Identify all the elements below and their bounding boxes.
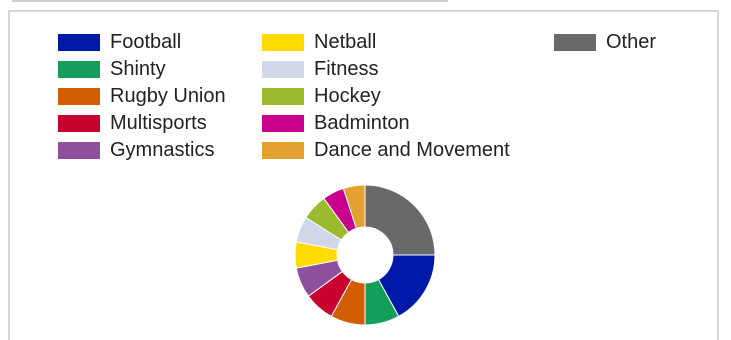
legend-swatch-fitness — [262, 60, 304, 78]
legend-item-gymnastics: Gymnastics — [58, 140, 214, 160]
legend-label-hockey: Hockey — [314, 85, 381, 107]
legend-label-football: Football — [110, 31, 182, 53]
legend-swatch-shinty — [58, 60, 100, 78]
legend-item-rugby-union: Rugby Union — [58, 86, 226, 106]
legend-swatch-multisports — [58, 114, 100, 132]
legend-item-other: Other — [554, 32, 656, 52]
legend-label-other: Other — [606, 31, 657, 53]
legend-item-badminton: Badminton — [262, 113, 410, 133]
legend-swatch-other — [554, 33, 596, 51]
legend-swatch-dance-and-movement — [262, 141, 304, 159]
legend-label-badminton: Badminton — [314, 112, 410, 134]
donut-chart — [294, 184, 436, 326]
legend-swatch-rugby-union — [58, 87, 100, 105]
legend-label-netball: Netball — [314, 31, 377, 53]
chart-panel: Football Shinty Rugby Union Multisports Gymn… — [8, 10, 719, 340]
legend-swatch-gymnastics — [58, 141, 100, 159]
legend-swatch-netball — [262, 33, 304, 51]
legend-label-shinty: Shinty — [110, 58, 166, 80]
legend-item-shinty: Shinty — [58, 59, 166, 79]
top-divider — [12, 0, 448, 2]
donut-slice-dance-and-movement — [342, 184, 366, 229]
legend-item-hockey: Hockey — [262, 86, 381, 106]
donut-slice-other — [364, 184, 436, 256]
legend-item-football: Football — [58, 32, 181, 52]
legend-label-dance-and-movement: Dance and Movement — [314, 139, 510, 161]
legend-swatch-football — [58, 33, 100, 51]
legend-label-fitness: Fitness — [314, 58, 379, 80]
legend-item-multisports: Multisports — [58, 113, 207, 133]
legend-swatch-hockey — [262, 87, 304, 105]
legend-label-rugby-union: Rugby Union — [110, 85, 226, 107]
legend-label-multisports: Multisports — [110, 112, 207, 134]
legend-item-fitness: Fitness — [262, 59, 378, 79]
legend-label-gymnastics: Gymnastics — [110, 139, 215, 161]
legend-item-dance-and-movement: Dance and Movement — [262, 140, 510, 160]
legend-item-netball: Netball — [262, 32, 376, 52]
legend-swatch-badminton — [262, 114, 304, 132]
